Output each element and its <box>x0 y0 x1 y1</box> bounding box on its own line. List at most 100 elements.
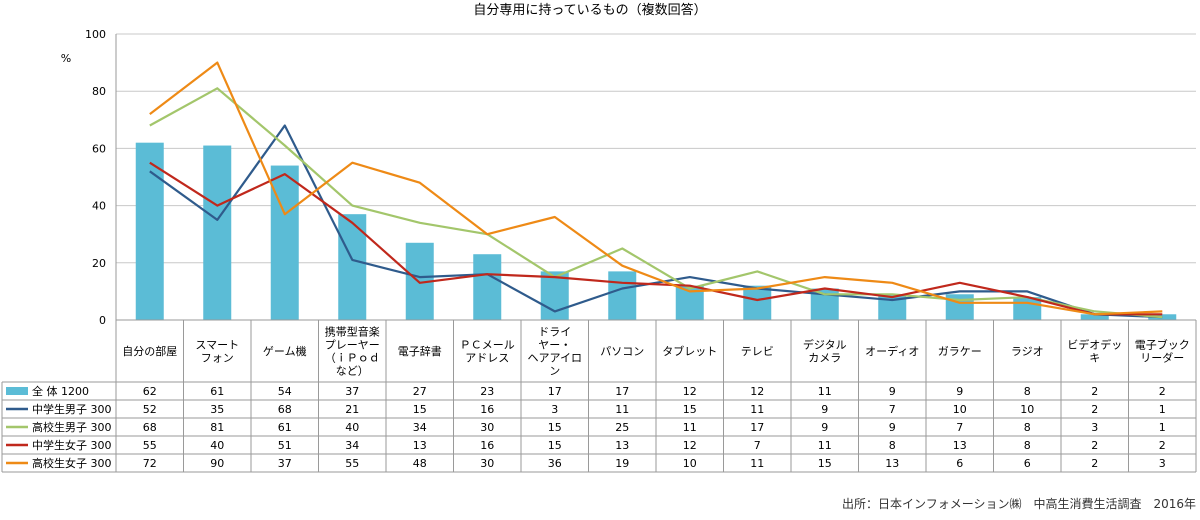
table-cell-value: 15 <box>683 403 697 416</box>
table-cell-value: 8 <box>1024 385 1031 398</box>
bar <box>270 165 299 320</box>
table-cell-value: 37 <box>345 385 359 398</box>
table-cell-value: 37 <box>278 457 292 470</box>
category-label: 電子ブック <box>1135 338 1190 352</box>
category-label: ヘアアイロ <box>528 352 582 365</box>
bar <box>473 254 502 320</box>
category-label: プレーヤー <box>325 339 380 352</box>
bar <box>203 145 232 320</box>
table-cell-value: 1 <box>1159 421 1166 434</box>
y-tick-label: 80 <box>92 85 106 98</box>
table-cell-value: 72 <box>143 457 157 470</box>
table-cell-value: 34 <box>345 439 359 452</box>
category-label: ビデオデッ <box>1067 338 1122 352</box>
table-cell-value: 27 <box>413 385 427 398</box>
table-cell-value: 12 <box>683 385 697 398</box>
category-label: （ｉＰｏｄ <box>325 352 380 365</box>
table-cell-value: 2 <box>1159 385 1166 398</box>
table-cell-value: 30 <box>480 421 494 434</box>
table-cell-value: 11 <box>750 457 764 470</box>
unit-label: % <box>61 52 71 65</box>
category-label: カメラ <box>808 352 841 365</box>
category-label: ン <box>549 365 560 378</box>
table-cell-value: 34 <box>413 421 427 434</box>
category-label: 自分の部屋 <box>122 344 177 358</box>
table-cell-value: 17 <box>750 421 764 434</box>
table-cell-value: 9 <box>821 421 828 434</box>
table-cell-value: 30 <box>480 457 494 470</box>
legend-label: 中学生男子 300 <box>32 402 112 416</box>
table-cell-value: 15 <box>818 457 832 470</box>
table-cell-value: 3 <box>551 403 558 416</box>
table-cell-value: 52 <box>143 403 157 416</box>
y-tick-label: 0 <box>99 314 106 327</box>
table-cell-value: 7 <box>956 421 963 434</box>
table-cell-value: 23 <box>480 385 494 398</box>
table-cell-value: 10 <box>953 403 967 416</box>
table-cell-value: 2 <box>1159 439 1166 452</box>
table-cell-value: 48 <box>413 457 427 470</box>
table-cell-value: 62 <box>143 385 157 398</box>
series-line <box>149 124 1163 319</box>
table-cell-value: 10 <box>683 457 697 470</box>
y-tick-label: 100 <box>85 28 106 41</box>
table-cell-value: 7 <box>754 439 761 452</box>
source-note: 出所：日本インフォメーション㈱ 中高生消費生活調査 2016年 <box>842 496 1196 511</box>
legend-label: 中学生女子 300 <box>32 438 112 452</box>
table-cell-value: 11 <box>683 421 697 434</box>
table-cell-value: 11 <box>818 385 832 398</box>
y-tick-label: 60 <box>92 142 106 155</box>
table-cell-value: 17 <box>615 385 629 398</box>
series-line <box>149 87 1163 319</box>
table-cell-value: 12 <box>750 385 764 398</box>
table-cell-value: 9 <box>956 385 963 398</box>
table-cell-value: 16 <box>480 403 494 416</box>
table-cell-value: 2 <box>1091 457 1098 470</box>
legend-label: 全 体 1200 <box>32 384 89 398</box>
table-cell-value: 55 <box>143 439 157 452</box>
table-cell-value: 17 <box>548 385 562 398</box>
table-cell-value: 61 <box>278 421 292 434</box>
table-cell-value: 13 <box>413 439 427 452</box>
table-cell-value: 35 <box>210 403 224 416</box>
legend-label: 高校生男子 300 <box>32 420 112 434</box>
table-cell-value: 13 <box>885 457 899 470</box>
table-cell-value: 8 <box>1024 421 1031 434</box>
table-cell-value: 54 <box>278 385 292 398</box>
table-cell-value: 13 <box>615 439 629 452</box>
category-label: キ <box>1089 352 1100 365</box>
table-cell-value: 16 <box>480 439 494 452</box>
category-label: オーディオ <box>865 344 919 358</box>
table-cell-value: 8 <box>1024 439 1031 452</box>
table-cell-value: 68 <box>143 421 157 434</box>
table-cell-value: 6 <box>956 457 963 470</box>
table-cell-value: 8 <box>889 439 896 452</box>
table-cell-value: 12 <box>683 439 697 452</box>
category-label: など） <box>336 365 369 378</box>
series-line <box>149 61 1163 316</box>
y-tick-label: 40 <box>92 200 106 213</box>
category-label: ドライ <box>538 326 571 339</box>
table-cell-value: 9 <box>889 385 896 398</box>
table-cell-value: 10 <box>1020 403 1034 416</box>
table-cell-value: 2 <box>1091 385 1098 398</box>
legend-label: 高校生女子 300 <box>32 456 112 470</box>
category-label: タブレット <box>662 344 717 358</box>
series-lines <box>149 61 1163 319</box>
table-cell-value: 15 <box>548 439 562 452</box>
bar <box>608 271 637 320</box>
category-label: ヤー・ <box>538 339 571 352</box>
table-cell-value: 40 <box>345 421 359 434</box>
category-label: ＰＣメール <box>460 339 515 352</box>
category-label: デジタル <box>803 338 847 352</box>
table-cell-value: 15 <box>413 403 427 416</box>
table-cell-value: 11 <box>615 403 629 416</box>
table-cell-value: 9 <box>821 403 828 416</box>
bar <box>743 285 772 320</box>
table-cell-value: 3 <box>1091 421 1098 434</box>
legend-swatch <box>6 387 28 395</box>
category-label: テレビ <box>741 345 774 358</box>
table-cell-value: 68 <box>278 403 292 416</box>
table-cell-value: 25 <box>615 421 629 434</box>
